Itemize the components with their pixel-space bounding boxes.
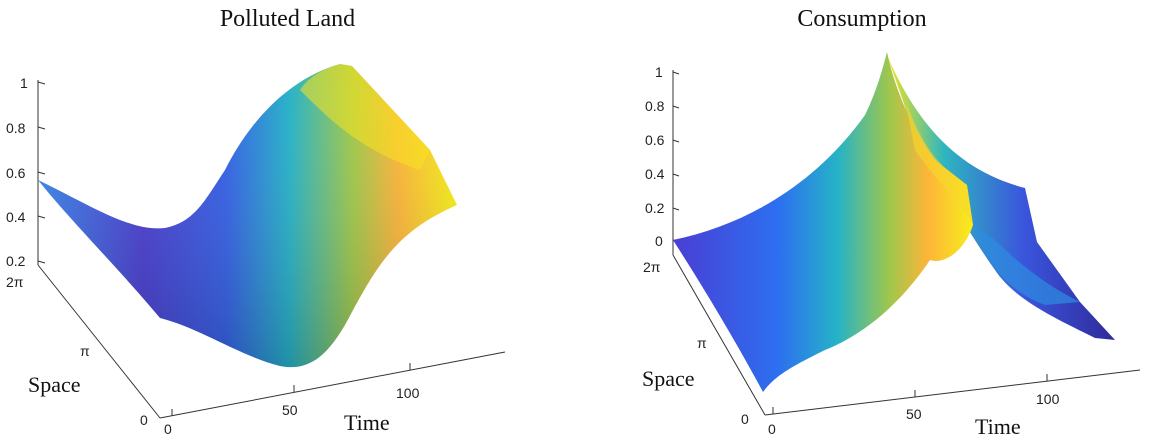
chart-consumption: Consumption [575, 0, 1149, 442]
z-tick-label: 1 [20, 75, 28, 91]
z-tick-label: 0.2 [6, 253, 26, 269]
surface-plot-consumption: 1 0.8 0.6 0.4 0.2 0 2π π 0 0 50 100 Spac… [642, 52, 1141, 439]
space-tick-label: 2π [643, 259, 661, 275]
chart-polluted-land: Polluted Land [6, 6, 506, 437]
z-ticks [37, 81, 46, 264]
y-axis-label: Space [28, 372, 81, 397]
z-tick-label: 1 [655, 64, 663, 80]
time-tick-label: 100 [396, 385, 420, 401]
x-axis-label: Time [975, 414, 1021, 439]
time-tick-label: 0 [768, 421, 776, 437]
z-tick-label: 0 [655, 233, 663, 249]
time-tick-label: 100 [1036, 391, 1060, 407]
time-tick-label: 0 [164, 421, 172, 437]
z-tick-label: 0.6 [6, 165, 26, 181]
space-tick-label: π [80, 343, 90, 359]
z-tick-label: 0.4 [6, 209, 26, 225]
z-tick-label: 0.2 [645, 200, 665, 216]
z-tick-label: 0.8 [645, 98, 665, 114]
time-ticks [171, 363, 411, 416]
space-tick-label: π [697, 335, 707, 351]
time-ticks [772, 374, 1048, 414]
surface-consumption-back [887, 55, 1115, 340]
space-tick-label: 2π [6, 274, 24, 290]
axes [672, 70, 1141, 416]
space-tick-label: 0 [741, 411, 749, 427]
surface-plot-polluted-land: 1 0.8 0.6 0.4 0.2 2π π 0 0 50 100 Space … [6, 64, 506, 437]
z-tick-label: 0.8 [6, 120, 26, 136]
space-axis-line [37, 264, 161, 419]
time-axis-line [159, 351, 506, 419]
space-tick-label: 0 [140, 412, 148, 428]
z-tick-label: 0.6 [645, 132, 665, 148]
time-axis-line [764, 369, 1141, 416]
z-tick-label: 0.4 [645, 166, 665, 182]
x-axis-label: Time [344, 410, 390, 435]
time-tick-label: 50 [282, 402, 298, 418]
surface-consumption-front [673, 52, 973, 392]
z-ticks [672, 71, 680, 243]
space-axis-line [672, 254, 766, 416]
chart-title: Polluted Land [219, 6, 356, 32]
chart-title: Consumption [797, 6, 927, 32]
time-tick-label: 50 [906, 406, 922, 422]
y-axis-label: Space [642, 366, 695, 391]
